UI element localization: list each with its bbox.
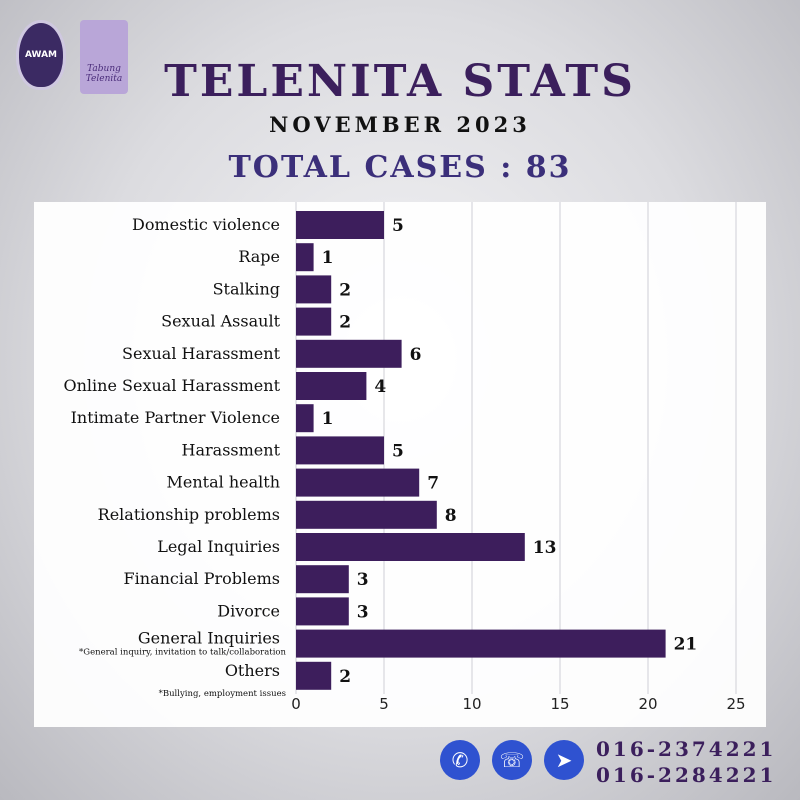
category-label-sexual-harassment: Sexual Harassment — [122, 344, 281, 363]
whatsapp-icon[interactable]: ☏ — [492, 740, 532, 780]
bar-mental-health — [296, 468, 420, 497]
category-label-intimate-partner-violence: Intimate Partner Violence — [71, 408, 280, 427]
value-label-mental-health: 7 — [427, 474, 439, 494]
awam-logo: AWAM — [16, 20, 66, 90]
category-note-general-inquiries: *General inquiry, invitation to talk/col… — [79, 648, 286, 658]
chart-panel: 0 5 10 15 20 25 5 Domestic violence 1 Rape 2 Stalki… — [34, 202, 766, 727]
x-tick-label-20: 20 — [638, 695, 657, 713]
category-label-divorce: Divorce — [217, 601, 280, 620]
telegram-icon[interactable]: ➤ — [544, 740, 584, 780]
value-label-general-inquiries: 21 — [674, 635, 698, 655]
x-tick-label-10: 10 — [462, 695, 481, 713]
category-label-general-inquiries: General Inquiries — [138, 629, 280, 648]
category-label-others: Others — [225, 661, 280, 680]
bar-sexual-harassment — [296, 339, 402, 368]
category-label-relationship-problems: Relationship problems — [98, 505, 280, 524]
bar-harassment — [296, 436, 384, 465]
category-label-domestic-violence: Domestic violence — [132, 215, 280, 234]
value-label-financial-problems: 3 — [357, 570, 369, 590]
category-label-sexual-assault: Sexual Assault — [161, 312, 280, 331]
value-label-relationship-problems: 8 — [445, 506, 457, 526]
bar-sexual-assault — [296, 307, 332, 336]
value-label-divorce: 3 — [357, 602, 369, 622]
category-label-harassment: Harassment — [182, 440, 281, 459]
bar-divorce — [296, 597, 349, 626]
phone-icon[interactable]: ✆ — [440, 740, 480, 780]
phone-number-1[interactable]: 016-2374221 — [596, 737, 777, 761]
category-label-mental-health: Mental health — [167, 473, 281, 492]
category-label-financial-problems: Financial Problems — [124, 569, 280, 588]
value-label-online-sexual-harassment: 4 — [374, 377, 386, 397]
value-label-sexual-assault: 2 — [339, 313, 351, 333]
value-label-stalking: 2 — [339, 280, 351, 300]
value-label-rape: 1 — [322, 248, 334, 268]
bar-domestic-violence — [296, 211, 384, 239]
value-label-legal-inquiries: 13 — [533, 538, 557, 558]
bar-others — [296, 661, 332, 690]
bar-stalking — [296, 275, 332, 304]
bar-online-sexual-harassment — [296, 372, 367, 400]
page-subtitle: NOVEMBER 2023 — [269, 112, 531, 137]
category-label-legal-inquiries: Legal Inquiries — [157, 537, 280, 556]
x-tick-label-15: 15 — [550, 695, 569, 713]
contact-icons: ✆ ☏ ➤ — [440, 740, 584, 780]
value-label-harassment: 5 — [392, 441, 404, 461]
bar-financial-problems — [296, 565, 349, 594]
category-label-stalking: Stalking — [213, 279, 280, 298]
bar-general-inquiries — [296, 629, 666, 658]
category-label-rape: Rape — [238, 247, 280, 266]
total-cases: TOTAL CASES : 83 — [228, 150, 572, 185]
x-tick-label-25: 25 — [726, 695, 745, 713]
category-label-online-sexual-harassment: Online Sexual Harassment — [64, 376, 281, 395]
bar-relationship-problems — [296, 500, 437, 529]
phone-numbers: 016-2374221 016-2284221 — [596, 736, 776, 788]
x-tick-label-0: 0 — [291, 695, 301, 713]
page-title: TELENITA STATS — [164, 56, 636, 107]
bar-rape — [296, 243, 314, 272]
bar-legal-inquiries — [296, 533, 525, 561]
value-label-intimate-partner-violence: 1 — [322, 409, 334, 429]
category-note-others: *Bullying, employment issues — [159, 689, 286, 699]
bar-intimate-partner-violence — [296, 404, 314, 433]
value-label-others: 2 — [339, 667, 351, 687]
x-tick-label-5: 5 — [379, 695, 389, 713]
phone-number-2[interactable]: 016-2284221 — [596, 763, 777, 787]
value-label-sexual-harassment: 6 — [410, 345, 422, 365]
tabung-telenita-logo: Tabung Telenita — [80, 20, 128, 94]
value-label-domestic-violence: 5 — [392, 216, 404, 236]
